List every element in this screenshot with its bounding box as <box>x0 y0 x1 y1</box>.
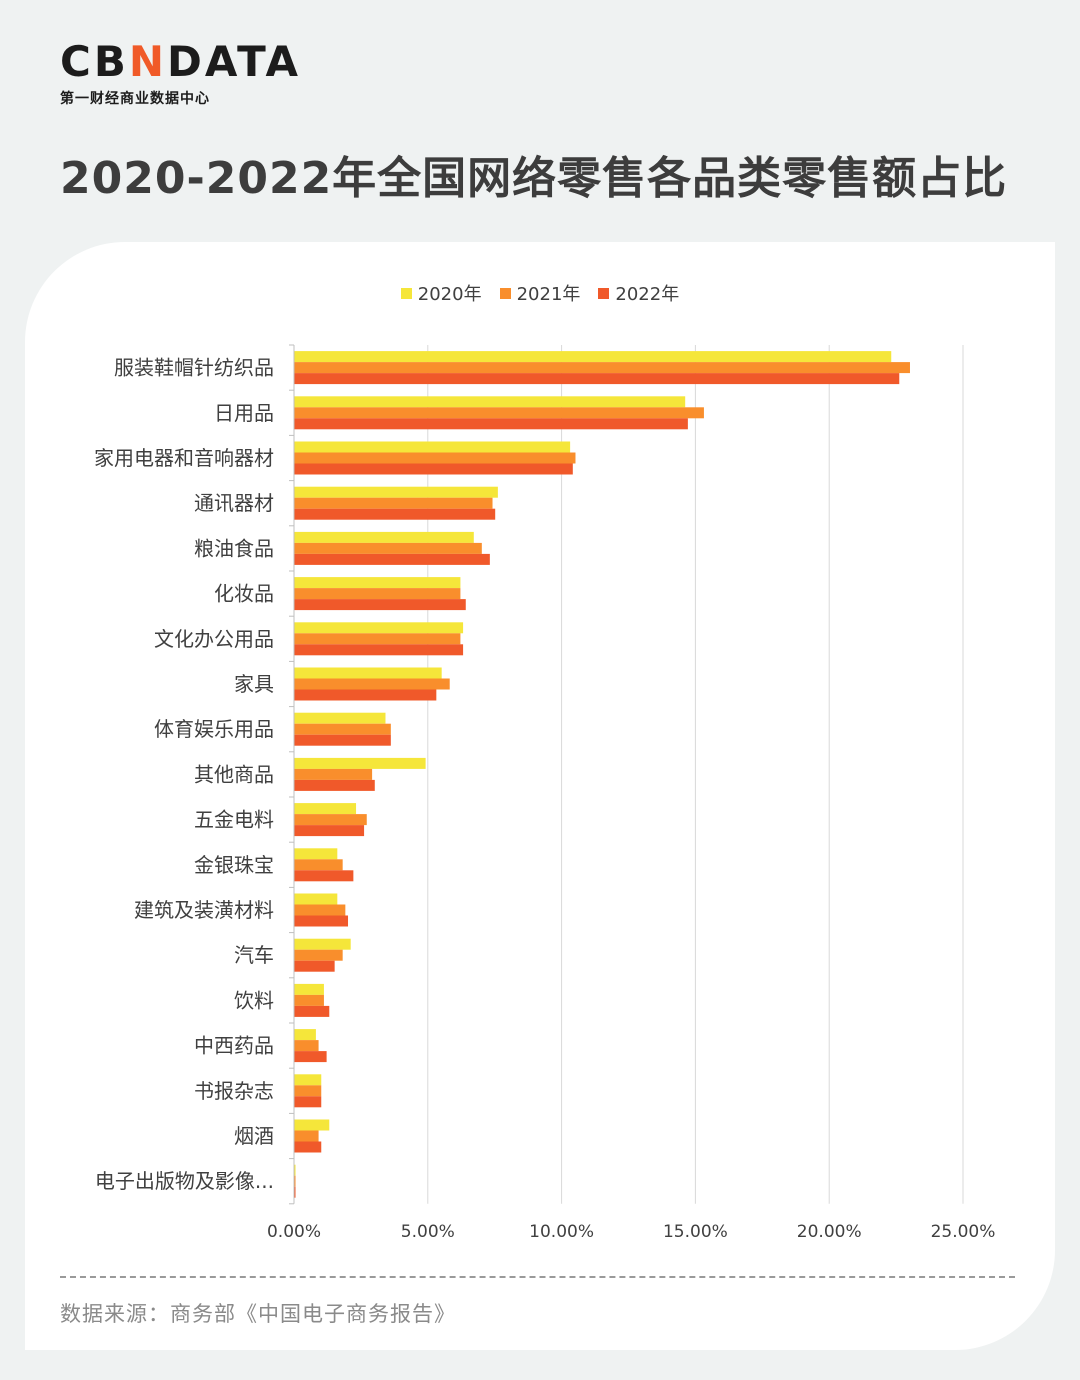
bar-2022年 <box>294 825 365 837</box>
bar-2021年 <box>294 904 346 916</box>
bar-2020年 <box>294 712 386 724</box>
category-label: 粮油食品 <box>194 536 274 560</box>
x-tick-label: 5.00% <box>401 1222 455 1242</box>
page-title: 2020-2022年全国网络零售各品类零售额占比 <box>60 153 1008 204</box>
bar-2022年 <box>294 1005 330 1017</box>
bar-2022年 <box>294 508 496 520</box>
bar-2020年 <box>294 577 461 589</box>
bar-2021年 <box>294 633 461 645</box>
bar-2020年 <box>294 1074 322 1086</box>
bar-2021年 <box>294 542 482 554</box>
legend-swatch-2020 <box>400 287 412 299</box>
x-tick-label: 20.00% <box>797 1222 862 1242</box>
bar-2020年 <box>294 351 892 363</box>
bar-2021年 <box>294 949 343 961</box>
bar-2021年 <box>294 407 704 419</box>
bar-2020年 <box>294 622 464 634</box>
bar-2020年 <box>294 1164 296 1176</box>
category-label: 五金电料 <box>194 808 274 832</box>
bar-2021年 <box>294 1040 319 1052</box>
bar-2021年 <box>294 362 910 374</box>
bar-2021年 <box>294 1175 296 1187</box>
category-label: 金银珠宝 <box>194 853 274 877</box>
bar-2020年 <box>294 667 442 679</box>
bar-2022年 <box>294 599 466 611</box>
bar-2021年 <box>294 723 391 735</box>
logo-wordmark: CBNDATA <box>60 37 302 86</box>
bar-2021年 <box>294 1130 319 1142</box>
category-label: 文化办公用品 <box>154 627 274 651</box>
bar-2021年 <box>294 859 343 871</box>
cbndata-logo: CBNDATA 第一财经商业数据中心 <box>60 40 301 108</box>
bar-2021年 <box>294 497 493 509</box>
bar-2020年 <box>294 531 474 543</box>
category-label: 服装鞋帽针纺织品 <box>114 356 274 380</box>
x-tick-label: 15.00% <box>663 1222 728 1242</box>
category-label: 家具 <box>234 672 274 696</box>
legend-item-2021: 2021年 <box>499 280 581 306</box>
logo-subtitle: 第一财经商业数据中心 <box>60 91 210 107</box>
bar-2022年 <box>294 870 354 882</box>
bar-2020年 <box>294 396 686 408</box>
category-label: 书报杂志 <box>194 1079 274 1103</box>
bar-2022年 <box>294 553 490 565</box>
legend-item-2022: 2022年 <box>598 280 679 306</box>
bar-2022年 <box>294 960 335 972</box>
x-tick-label: 0.00% <box>267 1222 321 1242</box>
category-label: 家用电器和音响器材 <box>94 446 274 470</box>
category-label: 体育娱乐用品 <box>154 717 274 741</box>
x-tick-label: 25.00% <box>931 1222 996 1242</box>
bar-2021年 <box>294 588 461 600</box>
bar-2020年 <box>294 983 324 995</box>
category-label: 汽车 <box>234 943 274 967</box>
legend-label-2021: 2021年 <box>516 284 581 305</box>
category-label: 其他商品 <box>194 762 274 786</box>
bar-2020年 <box>294 893 338 905</box>
bar-2022年 <box>294 1096 322 1108</box>
category-label: 中西药品 <box>194 1034 274 1058</box>
bar-2022年 <box>294 1141 322 1153</box>
bar-2020年 <box>294 938 351 950</box>
category-label: 建筑及装潢材料 <box>134 898 274 922</box>
category-label: 化妆品 <box>214 582 274 606</box>
bar-2021年 <box>294 814 367 826</box>
bar-2022年 <box>294 644 464 656</box>
x-tick-label: 10.00% <box>529 1222 594 1242</box>
bar-2020年 <box>294 848 338 860</box>
category-label: 烟酒 <box>234 1124 274 1148</box>
legend-label-2020: 2020年 <box>417 284 482 305</box>
bar-2022年 <box>294 373 900 385</box>
bar-2022年 <box>294 734 391 746</box>
bar-2021年 <box>294 994 324 1006</box>
bar-2022年 <box>294 1186 296 1198</box>
bar-2021年 <box>294 678 450 690</box>
category-label: 饮料 <box>234 988 274 1012</box>
bar-2020年 <box>294 1119 330 1131</box>
bar-2022年 <box>294 463 573 475</box>
bar-2022年 <box>294 915 349 927</box>
chart-legend: 2020年 2021年 2022年 <box>0 280 1080 306</box>
bar-2021年 <box>294 1085 322 1097</box>
legend-item-2020: 2020年 <box>400 280 482 306</box>
bar-2022年 <box>294 418 688 430</box>
bar-2020年 <box>294 1029 316 1041</box>
bar-2022年 <box>294 779 375 791</box>
bar-2020年 <box>294 803 357 815</box>
bar-2021年 <box>294 452 576 464</box>
legend-swatch-2021 <box>499 287 511 299</box>
bar-2020年 <box>294 486 498 498</box>
bar-2022年 <box>294 1051 327 1063</box>
bar-2020年 <box>294 757 426 769</box>
divider <box>60 1276 1015 1278</box>
legend-swatch-2022 <box>598 287 610 299</box>
category-label: 电子出版物及影像... <box>95 1169 274 1193</box>
category-label: 日用品 <box>214 401 274 425</box>
category-label: 通讯器材 <box>194 491 274 515</box>
bar-2022年 <box>294 689 437 701</box>
bar-2020年 <box>294 441 571 453</box>
source-note: 数据来源：商务部《中国电子商务报告》 <box>60 1302 456 1326</box>
bar-2021年 <box>294 768 373 780</box>
legend-label-2022: 2022年 <box>615 284 680 305</box>
